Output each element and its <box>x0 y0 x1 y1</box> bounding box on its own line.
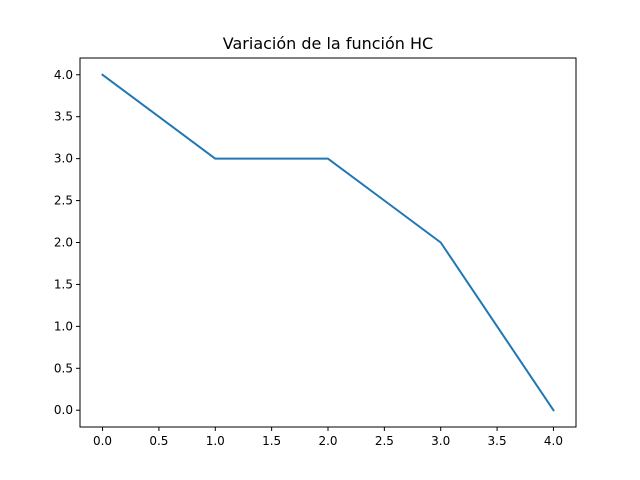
x-axis: 0.0 0.5 1.0 1.5 2.0 2.5 3.0 3.5 4.0 <box>93 427 563 448</box>
axes-frame <box>79 57 577 428</box>
x-tick-label: 0.5 <box>149 434 168 448</box>
x-tick-label: 4.0 <box>544 434 563 448</box>
series-line <box>101 73 555 412</box>
y-tick-label: 0.0 <box>54 403 73 417</box>
y-tick-label: 3.5 <box>54 110 73 124</box>
data-point <box>214 158 216 160</box>
data-point <box>440 242 442 244</box>
x-tick-label: 1.0 <box>206 434 225 448</box>
x-tick-label: 3.0 <box>431 434 450 448</box>
y-tick-label: 2.0 <box>54 236 73 250</box>
plot-area <box>101 73 555 412</box>
x-tick-label: 3.5 <box>488 434 507 448</box>
chart-title: Variación de la función HC <box>223 34 433 53</box>
x-tick-label: 2.5 <box>375 434 394 448</box>
y-tick-label: 0.5 <box>54 361 73 375</box>
data-point <box>327 158 329 160</box>
y-tick-label: 3.0 <box>54 152 73 166</box>
x-tick-label: 2.0 <box>318 434 337 448</box>
y-tick-label: 1.0 <box>54 319 73 333</box>
y-tick-label: 2.5 <box>54 194 73 208</box>
x-tick-label: 0.0 <box>93 434 112 448</box>
y-axis: 0.0 0.5 1.0 1.5 2.0 2.5 3.0 3.5 4.0 <box>54 68 80 417</box>
y-tick-label: 4.0 <box>54 68 73 82</box>
y-tick-label: 1.5 <box>54 277 73 291</box>
data-point <box>552 409 554 411</box>
data-point <box>102 74 104 76</box>
x-tick-label: 1.5 <box>262 434 281 448</box>
